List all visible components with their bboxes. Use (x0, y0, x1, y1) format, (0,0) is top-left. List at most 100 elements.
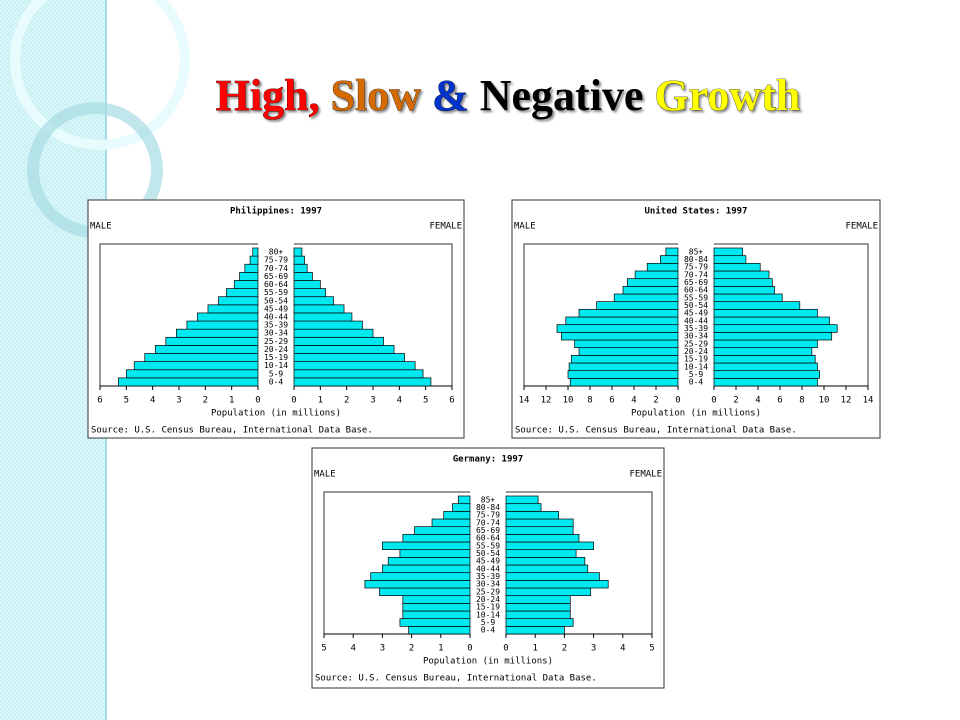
source-note: Source: U.S. Census Bureau, Internationa… (91, 426, 373, 436)
age-label: 45-49 (684, 309, 708, 318)
male-bar (233, 280, 259, 289)
x-tick-label: 3 (176, 396, 181, 406)
x-tick-label: 5 (321, 644, 326, 654)
x-tick-label: 4 (620, 644, 625, 654)
x-tick-label: 2 (562, 644, 567, 654)
male-bar (452, 503, 471, 512)
male-bar (165, 336, 259, 346)
male-bar (578, 308, 679, 318)
female-bar (293, 353, 405, 362)
female-bar (713, 331, 833, 341)
male-bar (186, 320, 259, 330)
age-label: 55-59 (264, 288, 288, 297)
x-tick-label: 6 (97, 396, 102, 406)
age-label: 75-79 (476, 511, 500, 520)
female-bar (293, 304, 345, 314)
right-label: FEMALE (845, 222, 878, 232)
age-label: 40-44 (684, 316, 708, 325)
male-bar (133, 361, 259, 371)
x-tick-label: 1 (318, 396, 323, 406)
age-label: 40-44 (476, 564, 500, 573)
male-bar (627, 278, 679, 287)
right-label: FEMALE (429, 222, 462, 232)
female-bar (293, 296, 334, 306)
x-tick-label: 5 (124, 396, 129, 406)
male-bar (207, 304, 259, 314)
age-label: 65-69 (684, 278, 708, 287)
title-space (469, 71, 480, 120)
male-bar (408, 625, 471, 635)
x-axis-label: Population (in millions) (423, 657, 553, 667)
male-bar (144, 353, 259, 362)
age-label: 0-4 (269, 377, 284, 386)
age-label: 45-49 (476, 557, 500, 566)
age-label: 70-74 (684, 270, 708, 279)
age-label: 15-19 (264, 353, 288, 362)
source-note: Source: U.S. Census Bureau, Internationa… (515, 426, 797, 436)
age-label: 5-9 (481, 618, 496, 627)
male-bar (244, 263, 259, 273)
female-bar (713, 255, 747, 264)
female-bar (713, 362, 818, 372)
female-bar (505, 495, 539, 505)
left-label: MALE (314, 470, 336, 480)
slide-title: High, Slow & Negative Growth (216, 71, 801, 120)
age-label: 80-84 (476, 503, 500, 512)
x-tick-label: 12 (541, 396, 552, 406)
female-bar (293, 280, 321, 289)
female-bar (505, 549, 577, 558)
female-bar (713, 377, 818, 387)
male-bar (402, 533, 471, 543)
age-label: 35-39 (684, 324, 708, 333)
female-bar (713, 347, 813, 356)
male-bar (249, 255, 259, 265)
male-bar (646, 262, 679, 272)
x-axis-label: Population (in millions) (631, 409, 761, 419)
female-bar (293, 247, 303, 257)
female-bar (505, 579, 609, 589)
male-bar (118, 377, 259, 387)
age-label: 35-39 (476, 572, 500, 581)
x-tick-label: 8 (799, 396, 804, 406)
male-bar (565, 316, 679, 326)
age-label: 0-4 (689, 378, 704, 387)
x-tick-label: 6 (777, 396, 782, 406)
female-bar (505, 602, 571, 612)
deco-circle (10, 0, 190, 150)
male-bar (154, 345, 259, 354)
x-tick-label: 5 (423, 396, 428, 406)
title-word: Slow (331, 71, 422, 120)
male-bar (660, 255, 679, 264)
age-label: 5-9 (269, 369, 284, 378)
age-label: 55-59 (684, 293, 708, 302)
male-bar (402, 595, 471, 604)
female-bar (713, 247, 743, 257)
age-label: 0-4 (481, 626, 496, 635)
x-tick-label: 12 (841, 396, 852, 406)
x-tick-label: 0 (255, 396, 260, 406)
x-tick-label: 10 (563, 396, 574, 406)
male-bar (226, 288, 259, 298)
x-tick-label: 14 (519, 396, 530, 406)
male-bar (596, 301, 679, 310)
male-bar (370, 572, 471, 581)
female-bar (713, 354, 816, 364)
male-bar (574, 339, 679, 349)
age-label: 20-24 (476, 595, 500, 604)
age-label: 65-69 (264, 272, 288, 281)
female-bar (505, 541, 594, 551)
age-label: 30-34 (476, 580, 500, 589)
female-bar (713, 324, 838, 333)
age-label: 10-14 (264, 361, 288, 370)
x-tick-label: 3 (370, 396, 375, 406)
left-label: MALE (514, 222, 536, 232)
x-tick-label: 5 (649, 644, 654, 654)
title-word: & (432, 71, 469, 120)
x-tick-label: 8 (587, 396, 592, 406)
female-bar (505, 503, 542, 512)
female-bar (713, 308, 818, 318)
male-bar (382, 541, 471, 551)
male-bar (364, 579, 471, 589)
chart-title: Philippines: 1997 (230, 206, 322, 217)
age-label: 20-24 (264, 345, 288, 354)
